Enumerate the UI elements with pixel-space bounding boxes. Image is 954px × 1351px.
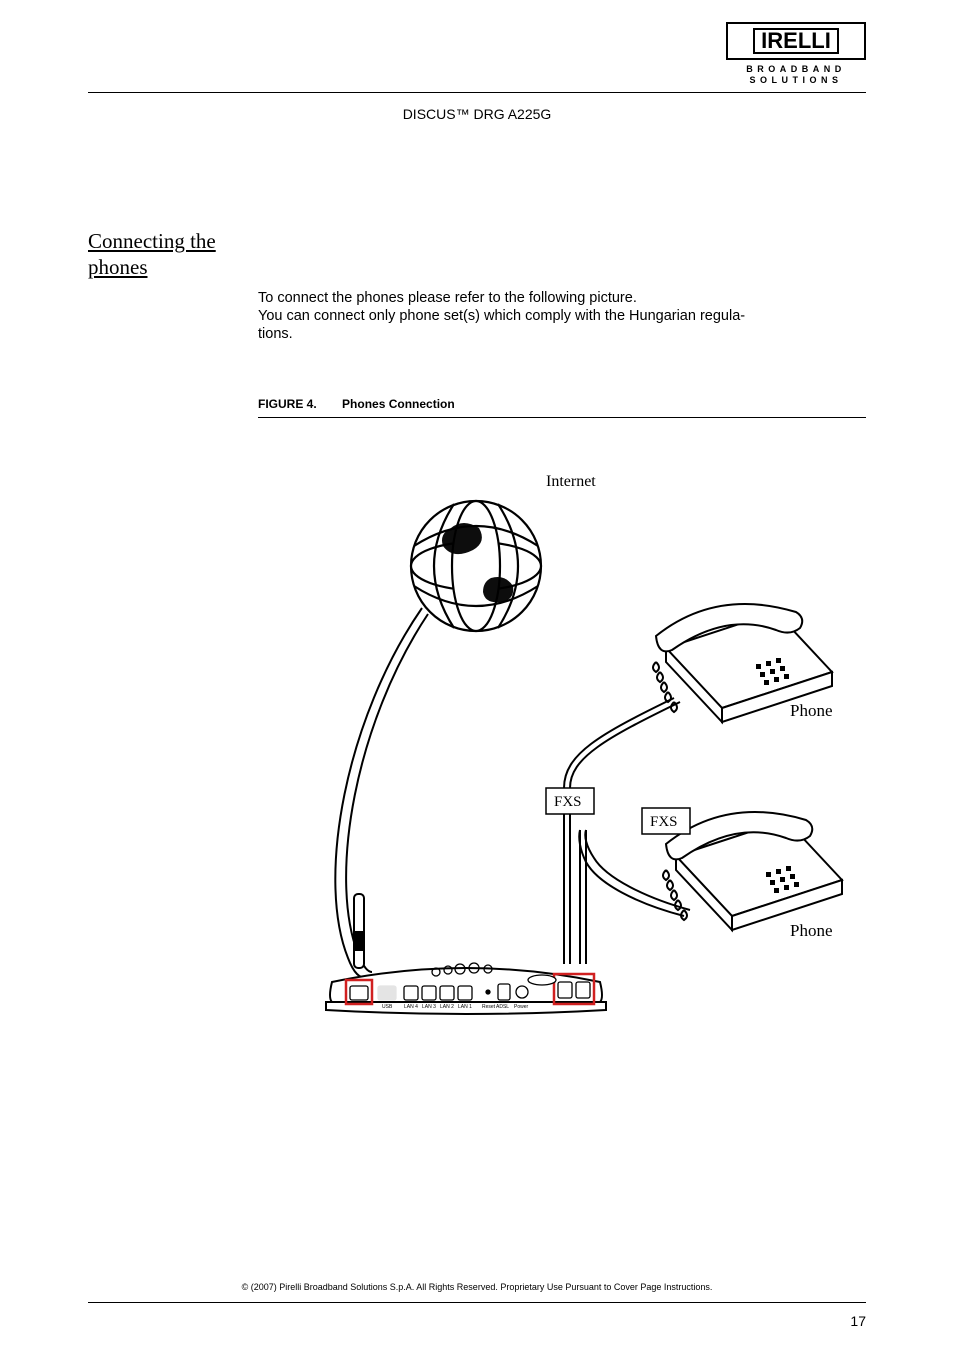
phones-connection-diagram: Internet — [286, 458, 844, 1033]
svg-text:LAN 1: LAN 1 — [458, 1004, 472, 1010]
logo-subtitle-line1: BROADBAND — [726, 64, 866, 75]
logo-text: IRELLI — [753, 28, 839, 54]
svg-text:Power: Power — [514, 1004, 529, 1010]
cable-internet-to-router — [335, 608, 428, 978]
body-paragraph: To connect the phones please refer to th… — [258, 289, 866, 343]
section-heading: Connecting the phones — [88, 228, 258, 281]
header-divider — [88, 92, 866, 93]
fxs-label-1: FXS — [546, 788, 594, 814]
svg-text:FXS: FXS — [650, 814, 678, 830]
product-title: DISCUS™ DRG A225G — [0, 106, 954, 122]
para-line-3: tions. — [258, 325, 866, 343]
copyright-text: © (2007) Pirelli Broadband Solutions S.p… — [242, 1282, 713, 1292]
diagram-label-phone-1: Phone — [790, 701, 833, 720]
figure-title: Phones Connection — [342, 397, 455, 411]
figure-caption: FIGURE 4. Phones Connection — [258, 397, 866, 418]
para-line-1: To connect the phones please refer to th… — [258, 289, 866, 307]
globe-icon — [411, 501, 541, 631]
logo-subtitle-line2: SOLUTIONS — [726, 75, 866, 86]
document-page: IRELLI BROADBAND SOLUTIONS DISCUS™ DRG A… — [0, 0, 954, 1351]
brand-logo: IRELLI BROADBAND SOLUTIONS — [726, 22, 866, 87]
figure-block: FIGURE 4. Phones Connection Internet — [258, 397, 866, 1033]
svg-text:LAN 4: LAN 4 — [404, 1004, 418, 1010]
heading-line-2: phones — [88, 255, 148, 279]
svg-text:ADSL: ADSL — [496, 1004, 509, 1010]
footer: © (2007) Pirelli Broadband Solutions S.p… — [88, 1277, 866, 1295]
footer-divider — [88, 1302, 866, 1303]
svg-text:FXS: FXS — [554, 794, 582, 810]
diagram-label-internet: Internet — [546, 473, 596, 490]
svg-text:LAN 3: LAN 3 — [422, 1004, 436, 1010]
diagram-label-phone-2: Phone — [790, 921, 833, 940]
para-line-2: You can connect only phone set(s) which … — [258, 307, 866, 325]
svg-text:LAN 2: LAN 2 — [440, 1004, 454, 1010]
logo-frame: IRELLI — [726, 22, 866, 60]
fxs-label-2: FXS — [642, 808, 690, 834]
heading-line-1: Connecting the — [88, 229, 216, 253]
svg-text:USB: USB — [382, 1004, 393, 1010]
content-area: Connecting the phones To connect the pho… — [88, 228, 866, 1033]
figure-number-label: FIGURE 4. — [258, 397, 317, 411]
svg-text:Reset: Reset — [482, 1004, 496, 1010]
page-number: 17 — [850, 1313, 866, 1329]
